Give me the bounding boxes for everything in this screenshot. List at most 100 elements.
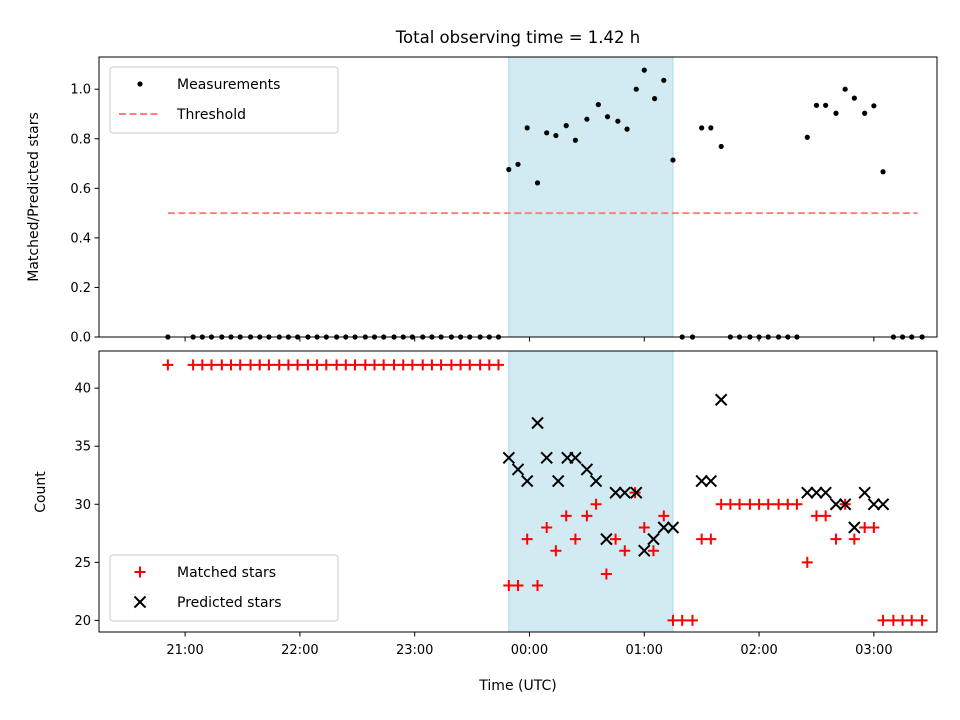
predicted-star-point — [848, 521, 861, 534]
predicted-star-point — [618, 486, 631, 499]
matched-star-point — [658, 510, 670, 522]
matched-star-point — [610, 533, 622, 545]
matched-star-point — [187, 359, 199, 371]
measurement-point — [633, 86, 639, 92]
predicted-star-point — [704, 474, 718, 488]
measurement-point — [842, 86, 848, 92]
matched-star-point — [868, 521, 880, 533]
matched-star-point — [541, 521, 553, 533]
predicted-star-point — [829, 498, 843, 511]
matched-star-point — [569, 533, 581, 545]
matched-star-point — [600, 568, 612, 580]
matched-star-point — [331, 359, 343, 371]
x-tick-label: 02:00 — [740, 643, 777, 658]
matched-star-point — [638, 521, 650, 533]
measurement-point — [699, 125, 705, 131]
matched-star-point — [801, 556, 813, 568]
measurement-point — [506, 166, 512, 173]
measurement-point — [862, 110, 868, 116]
matched-star-point — [302, 359, 314, 371]
x-tick-label: 21:00 — [166, 643, 203, 658]
matched-star-point — [782, 498, 794, 510]
measurement-point — [584, 116, 590, 122]
matched-star-point — [791, 498, 803, 510]
bottom-legend: Matched stars Predicted stars — [109, 554, 339, 622]
measurement-point — [851, 95, 857, 101]
measurement-point — [833, 110, 839, 116]
matched-star-point — [532, 580, 544, 592]
matched-star-point — [897, 614, 909, 626]
matched-star-point — [686, 614, 698, 626]
measurement-point — [661, 77, 667, 83]
matched-star-point — [859, 521, 871, 533]
predicted-star-point — [511, 463, 525, 476]
measurement-point — [804, 134, 810, 140]
predicted-star-point — [609, 486, 622, 499]
matched-star-point — [435, 359, 447, 371]
measurement-point — [524, 125, 530, 131]
matched-star-point — [349, 359, 361, 371]
predicted-star-point — [647, 532, 660, 546]
matched-star-point — [378, 359, 390, 371]
legend-marker-measurements — [137, 81, 143, 87]
shaded-span — [508, 56, 674, 338]
measurement-point — [534, 180, 541, 186]
predicted-star-point — [600, 532, 613, 546]
y-tick-label: 0.2 — [70, 281, 91, 296]
matched-star-point — [512, 580, 524, 592]
predicted-star-point — [666, 521, 680, 534]
predicted-star-point — [551, 474, 565, 488]
axes-frame — [98, 350, 938, 633]
matched-star-point — [417, 359, 429, 371]
legend-label: Measurements — [177, 77, 280, 93]
matched-star-point — [744, 498, 756, 510]
matched-star-point — [162, 359, 174, 371]
matched-star-point — [311, 359, 323, 371]
predicted-star-point — [876, 498, 890, 511]
measurement-point — [652, 96, 658, 102]
matched-star-point — [753, 498, 765, 510]
matched-star-point — [667, 614, 679, 626]
predicted-star-point — [657, 521, 670, 534]
matched-star-point — [483, 359, 495, 371]
matched-star-point — [830, 533, 842, 545]
chart-title: Total observing time = 1.42 h — [395, 28, 640, 47]
predicted-star-point — [531, 416, 544, 430]
x-tick-label: 01:00 — [626, 643, 663, 658]
matched-star-point — [292, 359, 304, 371]
predicted-star-point — [810, 486, 823, 499]
matched-star-point — [773, 498, 785, 510]
measurement-point — [544, 130, 550, 136]
matched-star-point — [406, 359, 418, 371]
matched-star-point — [676, 614, 688, 626]
matched-star-point — [581, 510, 593, 522]
y-tick-label: 0.0 — [70, 331, 91, 346]
matched-star-point — [474, 359, 486, 371]
y-tick-label: 30 — [74, 498, 91, 513]
predicted-star-point — [867, 498, 881, 511]
legend-label: Threshold — [176, 107, 246, 123]
measurement-point — [553, 132, 559, 139]
x-tick-label: 23:00 — [396, 643, 433, 658]
matched-star-point — [906, 614, 918, 626]
matched-star-point — [715, 498, 727, 510]
y-tick-label: 0.8 — [70, 132, 91, 147]
matched-star-point — [263, 359, 275, 371]
matched-star-point — [734, 498, 746, 510]
matched-star-point — [445, 359, 457, 371]
matched-star-point — [762, 498, 774, 510]
matched-star-point — [550, 545, 562, 557]
predicted-star-point — [858, 486, 871, 499]
matched-star-point — [340, 359, 352, 371]
measurement-point — [813, 102, 820, 108]
measurement-point — [595, 101, 601, 108]
y-tick-label: 0.6 — [70, 182, 91, 197]
y-tick-label: 40 — [74, 382, 91, 397]
x-tick-label: 03:00 — [855, 643, 892, 658]
predicted-star-point — [569, 451, 582, 465]
predicted-star-point — [801, 486, 814, 499]
matched-star-point — [647, 545, 659, 557]
matched-star-point — [282, 359, 294, 371]
matched-star-point — [705, 533, 717, 545]
